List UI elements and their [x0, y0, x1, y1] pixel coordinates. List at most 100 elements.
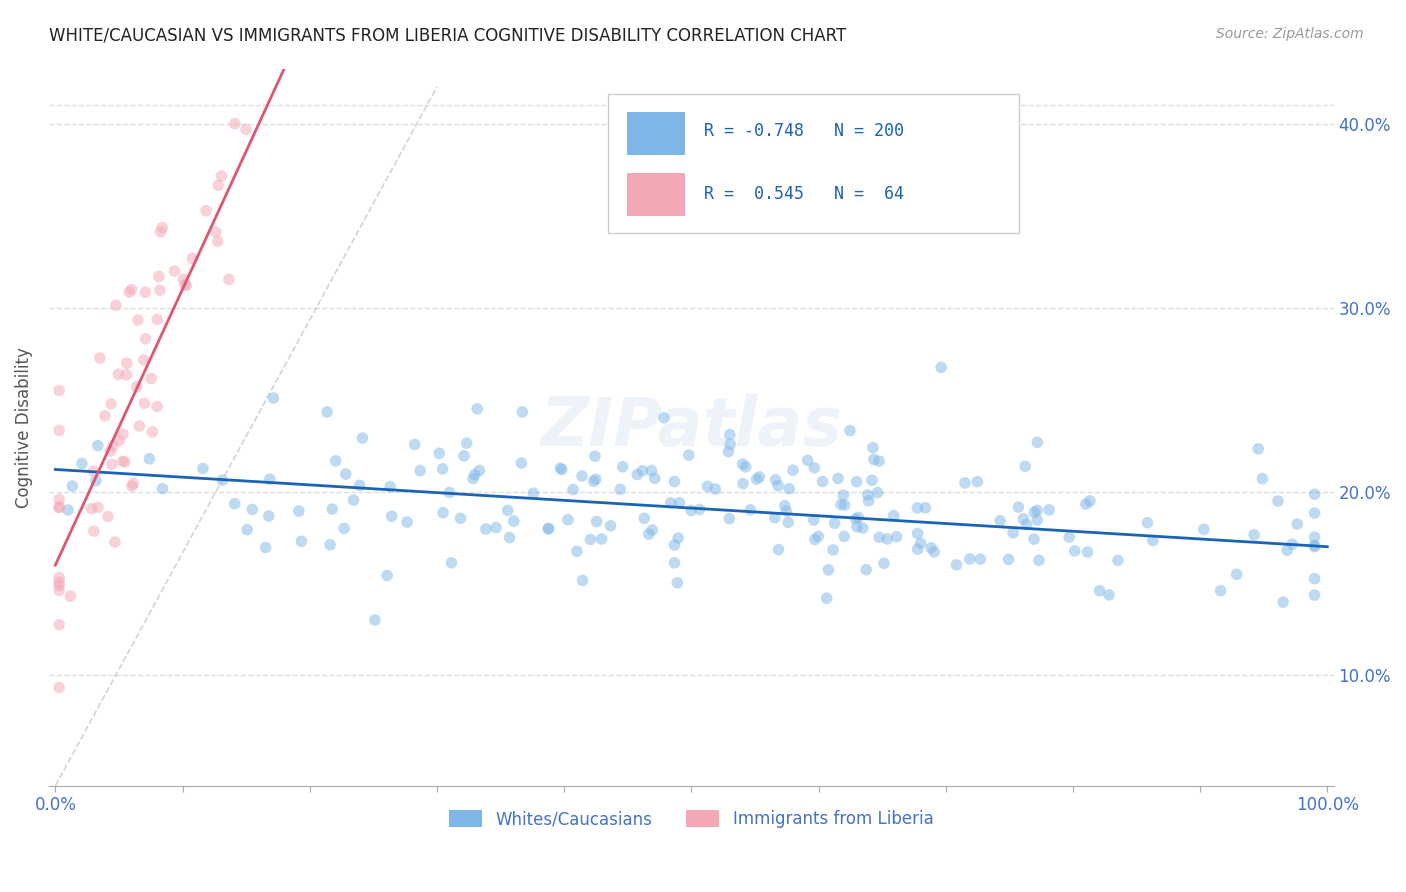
- Point: [118, 285, 141, 299]
- Point: [571, 469, 593, 483]
- Point: [321, 502, 343, 516]
- Point: [128, 419, 150, 434]
- Point: [134, 285, 156, 300]
- Point: [364, 613, 387, 627]
- Point: [914, 500, 936, 515]
- Point: [48, 492, 70, 507]
- Point: [664, 538, 686, 552]
- Point: [148, 269, 170, 284]
- Point: [375, 568, 398, 582]
- Point: [551, 462, 574, 476]
- Point: [803, 513, 825, 527]
- Point: [240, 502, 263, 516]
- Point: [1107, 553, 1129, 567]
- Point: [211, 169, 233, 183]
- Point: [773, 499, 796, 513]
- Point: [316, 405, 339, 419]
- Point: [1088, 583, 1111, 598]
- Point: [834, 498, 856, 512]
- Point: [101, 439, 124, 453]
- Point: [1078, 494, 1101, 508]
- Point: [734, 459, 756, 474]
- Point: [59, 589, 82, 603]
- Point: [832, 529, 855, 543]
- Point: [115, 368, 138, 382]
- Point: [1014, 459, 1036, 474]
- Point: [796, 453, 818, 467]
- Point: [512, 405, 534, 419]
- Text: WHITE/CAUCASIAN VS IMMIGRANTS FROM LIBERIA COGNITIVE DISABILITY CORRELATION CHAR: WHITE/CAUCASIAN VS IMMIGRANTS FROM LIBER…: [49, 27, 846, 45]
- Point: [1303, 487, 1326, 501]
- Point: [1063, 544, 1085, 558]
- Point: [855, 563, 877, 577]
- Point: [644, 471, 666, 485]
- Point: [70, 457, 93, 471]
- Point: [450, 511, 472, 525]
- Point: [115, 356, 138, 370]
- Point: [111, 454, 134, 468]
- Point: [1267, 494, 1289, 508]
- Point: [910, 536, 932, 550]
- Point: [84, 474, 107, 488]
- Point: [100, 397, 122, 411]
- Point: [134, 396, 156, 410]
- Point: [609, 483, 631, 497]
- Point: [139, 371, 162, 385]
- Point: [108, 434, 131, 448]
- Point: [1303, 540, 1326, 554]
- Point: [659, 496, 682, 510]
- Point: [815, 591, 838, 606]
- Point: [876, 532, 898, 546]
- Point: [804, 533, 827, 547]
- Point: [290, 534, 312, 549]
- Point: [259, 472, 281, 486]
- Point: [432, 506, 454, 520]
- Point: [1303, 506, 1326, 520]
- Point: [464, 467, 486, 482]
- Point: [48, 500, 70, 515]
- Point: [866, 485, 889, 500]
- Point: [149, 283, 172, 297]
- Point: [1247, 442, 1270, 456]
- Point: [1002, 525, 1025, 540]
- Point: [236, 523, 259, 537]
- FancyBboxPatch shape: [607, 94, 1019, 234]
- Point: [207, 234, 229, 248]
- Point: [254, 541, 277, 555]
- Point: [856, 488, 879, 502]
- Point: [1015, 517, 1038, 532]
- Y-axis label: Cognitive Disability: Cognitive Disability: [15, 347, 32, 508]
- Point: [681, 503, 703, 517]
- Point: [48, 384, 70, 398]
- Point: [349, 478, 371, 492]
- Point: [830, 498, 852, 512]
- Point: [1136, 516, 1159, 530]
- Point: [1275, 543, 1298, 558]
- Point: [122, 476, 145, 491]
- Point: [997, 552, 1019, 566]
- Point: [763, 510, 786, 524]
- Point: [907, 500, 929, 515]
- Point: [319, 538, 342, 552]
- Point: [48, 617, 70, 632]
- Point: [832, 488, 855, 502]
- Point: [696, 479, 718, 493]
- Point: [404, 437, 426, 451]
- Point: [111, 427, 134, 442]
- Point: [80, 501, 103, 516]
- Point: [666, 575, 689, 590]
- Point: [498, 531, 520, 545]
- Point: [191, 461, 214, 475]
- Point: [678, 448, 700, 462]
- Point: [104, 298, 127, 312]
- Point: [824, 516, 846, 531]
- Point: [591, 532, 613, 546]
- Point: [174, 277, 197, 292]
- Point: [740, 503, 762, 517]
- Point: [204, 225, 226, 239]
- Point: [325, 454, 347, 468]
- Point: [641, 523, 664, 537]
- Point: [83, 524, 105, 538]
- Point: [920, 541, 942, 555]
- Point: [468, 463, 491, 477]
